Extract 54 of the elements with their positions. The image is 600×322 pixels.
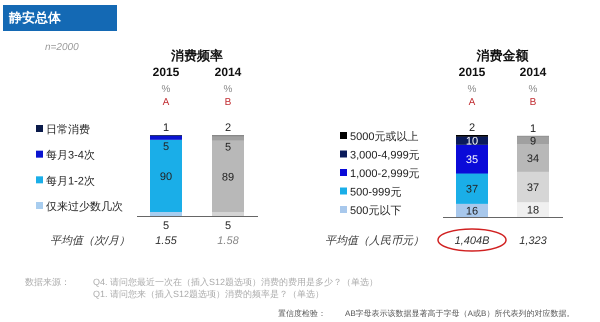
x-tick-label: 2014	[214, 65, 242, 79]
legend-label: 500元以下	[350, 204, 402, 217]
data-label: 35	[466, 154, 478, 166]
text: %	[468, 84, 477, 95]
legend-label: 日常消费	[46, 123, 90, 136]
legend-label: 3,000-4,999元	[350, 150, 420, 162]
text: %	[224, 84, 233, 95]
chart-title: 消费频率	[170, 48, 223, 63]
text: 1.55	[155, 235, 178, 247]
data-label: 16	[466, 205, 478, 218]
text: B	[224, 97, 232, 108]
data-label: 5	[224, 142, 232, 154]
text: 1.58	[217, 235, 240, 247]
data-label: 5	[224, 220, 232, 232]
data-label: 1	[162, 122, 170, 134]
text: A	[162, 97, 170, 108]
data-label: 18	[526, 204, 540, 217]
data-label: 89	[222, 171, 234, 184]
x-tick-label: 2015	[152, 65, 180, 79]
text: 静安总体	[8, 10, 62, 25]
text: 1,404B	[454, 235, 490, 247]
data-label: 90	[160, 170, 172, 183]
text: 1,323	[519, 235, 548, 247]
text: AB字母表示该数据显著高于字母（A或B）所代表列的对应数据。	[345, 309, 574, 318]
text: 平均值（次/月）	[50, 235, 130, 247]
data-label: 37	[526, 182, 540, 194]
chart-title: 消费金额	[476, 48, 530, 63]
data-label: 2	[224, 122, 232, 134]
text: Q4. 请问您最近一次在（插入S12题选项）消费的费用是多少？（单选）	[93, 277, 378, 287]
data-label: 5	[162, 140, 170, 153]
text: A	[468, 97, 476, 108]
data-label: 34	[526, 152, 540, 165]
legend-label: 500-999元	[350, 186, 402, 198]
text: Q1. 请问您来（插入S12题选项）消费的频率是？（单选）	[93, 289, 324, 299]
text: B	[530, 97, 537, 108]
text: %	[528, 84, 538, 95]
legend-label: 每月3-4次	[46, 150, 95, 162]
data-label: 37	[466, 184, 478, 196]
data-label: 2	[468, 122, 476, 134]
text: 平均值（人民币元）	[325, 234, 424, 247]
legend-label: 5000元或以上	[350, 130, 418, 143]
text: %	[162, 84, 171, 95]
legend-label: 每月1-2次	[46, 175, 95, 188]
data-label: 10	[466, 136, 478, 148]
data-label: 5	[162, 220, 170, 232]
data-label: 1	[530, 122, 536, 135]
source-note: 数据来源：	[25, 277, 70, 287]
legend-label: 仅来过少数几次	[46, 200, 123, 213]
data-label: 9	[530, 135, 536, 148]
legend-label: 1,000-2,999元	[350, 168, 420, 180]
text: n=2000	[45, 42, 80, 53]
x-tick-label: 2015	[458, 65, 486, 79]
x-tick-label: 2014	[520, 65, 547, 79]
text: 置信度检验：	[278, 309, 326, 318]
